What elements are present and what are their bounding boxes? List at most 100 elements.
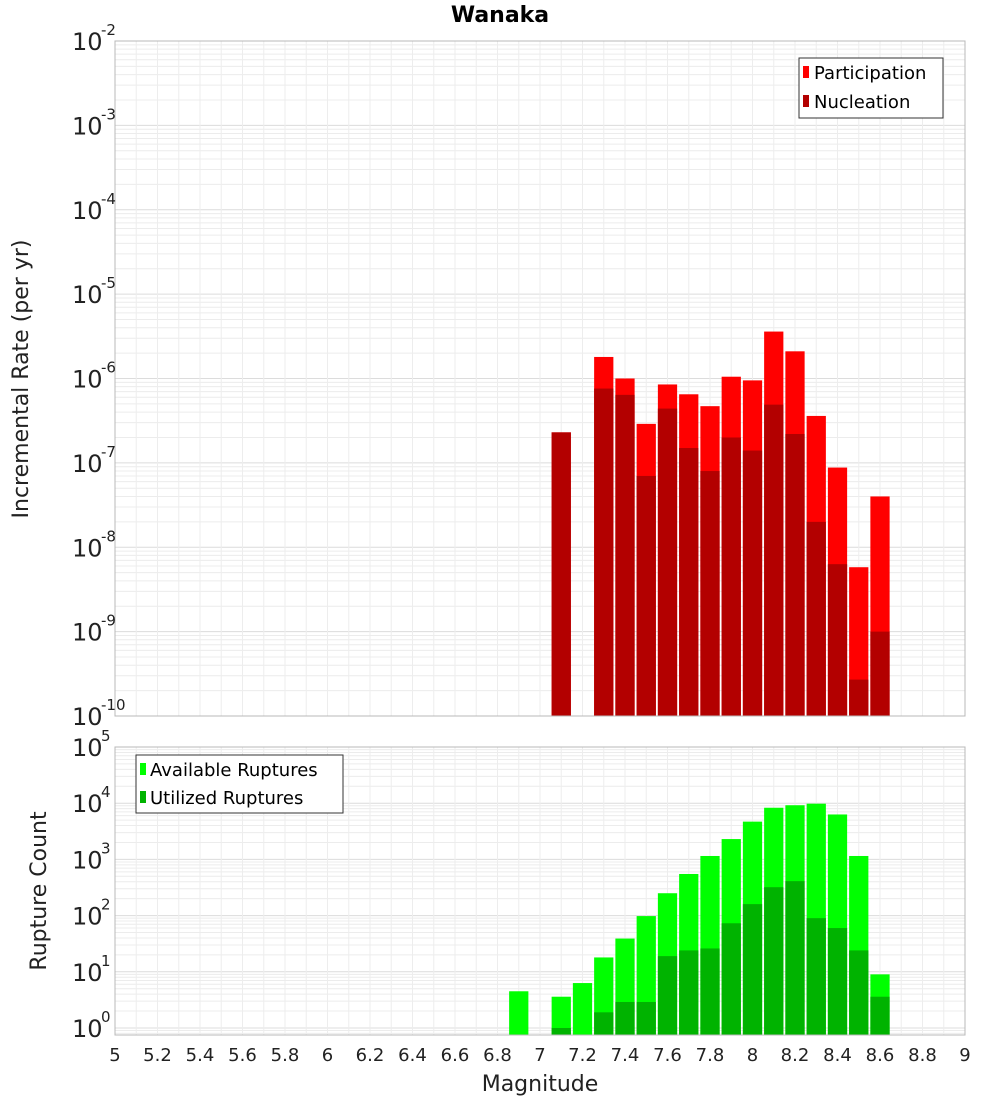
x-tick-label: 5.2: [143, 1045, 172, 1066]
x-tick-label: 8.4: [823, 1045, 852, 1066]
y-tick-label: 10-2: [72, 21, 116, 56]
count-legend: Available Ruptures Utilized Ruptures: [135, 754, 344, 814]
y-tick-base: 10: [72, 112, 103, 140]
bar-utilized-ruptures: [721, 923, 741, 1035]
rate-legend: Participation Nucleation: [798, 57, 944, 119]
y-tick-base: 10: [72, 846, 103, 874]
bar-utilized-ruptures: [806, 918, 826, 1035]
y-tick-base: 10: [72, 197, 103, 225]
bar-nucleation: [764, 404, 784, 716]
y-tick-label: 10-5: [72, 274, 116, 309]
bar-nucleation: [700, 471, 720, 716]
utilized-legend-swatch: [140, 791, 146, 803]
bar-utilized-ruptures: [764, 887, 784, 1035]
bar-nucleation: [849, 679, 869, 716]
y-tick-label: 10-9: [72, 612, 116, 647]
bar-available-ruptures: [509, 991, 529, 1035]
bar-nucleation: [721, 437, 741, 716]
bar-utilized-ruptures: [849, 950, 869, 1035]
y-tick-exponent: -2: [101, 21, 116, 39]
y-tick-exponent: -3: [101, 105, 116, 123]
bar-utilized-ruptures: [870, 996, 890, 1035]
bar-nucleation: [870, 631, 890, 716]
y-tick-base: 10: [72, 790, 103, 818]
x-tick-label: 7.8: [696, 1045, 725, 1066]
y-tick-label: 102: [72, 896, 111, 931]
rate-plot-border: [114, 40, 966, 717]
x-tick-label: 8.2: [781, 1045, 810, 1066]
y-tick-exponent: 1: [101, 952, 111, 970]
x-tick-label: 5.8: [271, 1045, 300, 1066]
rate-legend-box: [798, 57, 944, 119]
x-tick-label: 6: [322, 1045, 333, 1066]
x-tick-label: 5.6: [228, 1045, 257, 1066]
count-legend-box: [135, 754, 344, 814]
nucleation-legend-label: Nucleation: [814, 92, 910, 113]
bar-utilized-ruptures: [679, 950, 699, 1035]
bar-available-ruptures: [572, 983, 593, 1035]
bar-utilized-ruptures: [636, 1001, 656, 1035]
bar-utilized-ruptures: [657, 956, 678, 1035]
x-tick-label: 7.4: [611, 1045, 640, 1066]
x-tick-label: 7.2: [568, 1045, 597, 1066]
x-tick-label: 7.6: [653, 1045, 682, 1066]
y-tick-base: 10: [72, 703, 103, 731]
bar-nucleation: [742, 450, 763, 716]
y-tick-exponent: -7: [101, 443, 116, 461]
bar-utilized-ruptures: [551, 1027, 571, 1035]
y-tick-exponent: -5: [101, 274, 116, 292]
y-tick-exponent: -8: [101, 527, 116, 545]
y-tick-label: 10-4: [72, 190, 116, 225]
count-bars: [509, 803, 890, 1035]
participation-legend-swatch: [803, 66, 809, 78]
x-tick-label: 6.8: [483, 1045, 512, 1066]
y-tick-exponent: 3: [101, 839, 111, 857]
y-tick-label: 104: [72, 783, 111, 818]
chart-title: Wanaka: [451, 3, 549, 28]
bar-utilized-ruptures: [700, 948, 720, 1035]
y-tick-label: 10-7: [72, 443, 116, 478]
nucleation-legend-swatch: [803, 95, 809, 107]
y-tick-base: 10: [72, 1015, 103, 1043]
y-tick-label: 100: [72, 1008, 111, 1043]
bar-participation: [849, 567, 869, 716]
y-tick-label: 10-6: [72, 359, 116, 394]
y-tick-base: 10: [72, 534, 103, 562]
utilized-legend-label: Utilized Ruptures: [150, 788, 303, 809]
x-tick-label: 5: [109, 1045, 120, 1066]
x-axis-label: Magnitude: [482, 1072, 599, 1097]
bar-utilized-ruptures: [615, 1001, 635, 1035]
x-tick-label: 8: [747, 1045, 758, 1066]
y-tick-base: 10: [72, 959, 103, 987]
bar-utilized-ruptures: [742, 904, 763, 1035]
rate-bars: [551, 331, 890, 716]
available-legend-swatch: [140, 763, 146, 775]
x-tick-label: 7: [534, 1045, 545, 1066]
y-tick-label: 101: [72, 952, 111, 987]
bar-nucleation: [679, 448, 699, 716]
bar-utilized-ruptures: [594, 1012, 614, 1035]
x-ticks: 5 5.2 5.4 5.6 5.8 6 6.2 6.4 6.6 6.8 7 7.2 7.4 7.6 7.8 8…: [109, 1045, 970, 1066]
bar-nucleation: [615, 394, 635, 716]
bar-nucleation: [551, 432, 571, 716]
y-tick-base: 10: [72, 281, 103, 309]
count-plot-border: [114, 746, 966, 1036]
y-tick-label: 10-10: [72, 696, 126, 731]
y-tick-exponent: -9: [101, 612, 116, 630]
bar-nucleation: [657, 408, 678, 716]
y-tick-exponent: -4: [101, 190, 116, 208]
y-tick-label: 103: [72, 839, 111, 874]
bar-nucleation: [785, 433, 805, 716]
y-tick-label: 105: [72, 727, 111, 762]
bar-utilized-ruptures: [785, 881, 805, 1035]
y-tick-exponent: -6: [101, 359, 116, 377]
bar-nucleation: [636, 475, 656, 716]
x-tick-label: 8.6: [866, 1045, 895, 1066]
y-tick-label: 10-8: [72, 527, 116, 562]
bar-nucleation: [806, 521, 826, 716]
